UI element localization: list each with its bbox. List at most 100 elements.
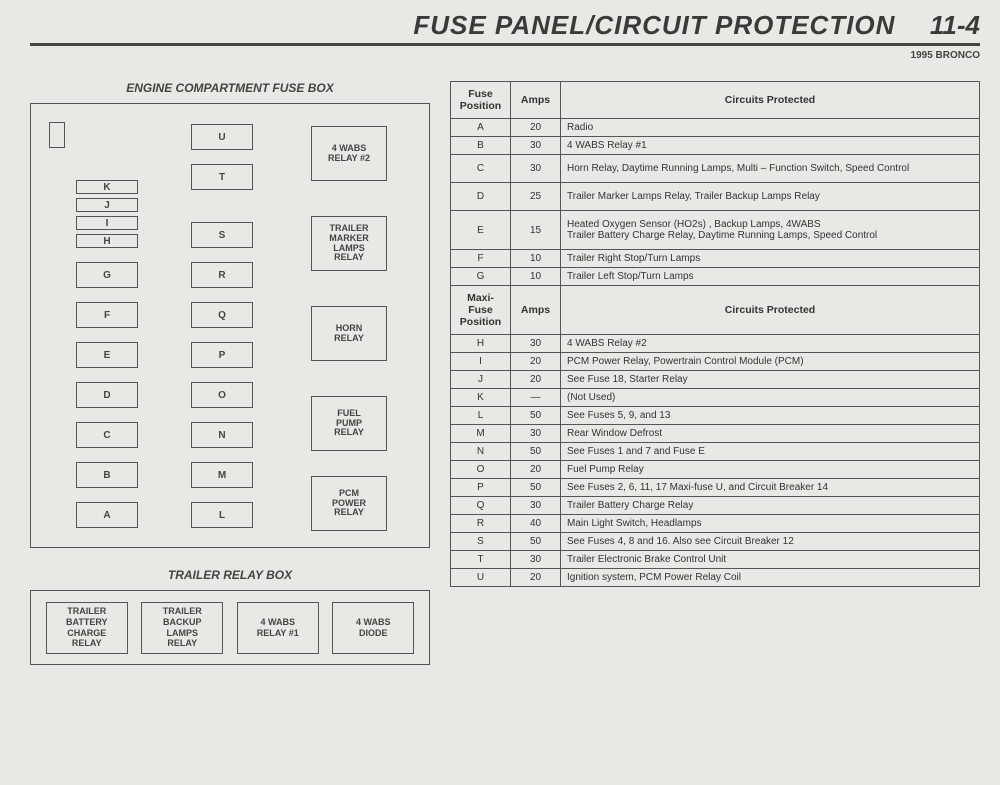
table-header-pos: Maxi-Fuse Position [451,286,511,335]
cell-circuits: 4 WABS Relay #1 [561,137,980,155]
page-title: FUSE PANEL/CIRCUIT PROTECTION [413,10,895,41]
cell-position: K [451,389,511,407]
table-row: K—(Not Used) [451,389,980,407]
cell-position: A [451,119,511,137]
table-row: N50See Fuses 1 and 7 and Fuse E [451,443,980,461]
table-row: E15Heated Oxygen Sensor (HO2s) , Backup … [451,211,980,250]
table-header-circ: Circuits Protected [561,286,980,335]
table-header-circ: Circuits Protected [561,82,980,119]
table-row: T30Trailer Electronic Brake Control Unit [451,551,980,569]
table-row: Q30Trailer Battery Charge Relay [451,497,980,515]
page-number: 11-4 [930,10,980,41]
table-row: I20PCM Power Relay, Powertrain Control M… [451,353,980,371]
left-column: ENGINE COMPARTMENT FUSE BOX KJIHGFEDCBAU… [30,81,430,665]
cell-position: J [451,371,511,389]
cell-circuits: 4 WABS Relay #2 [561,335,980,353]
cell-position: H [451,335,511,353]
relay-box: FUEL PUMP RELAY [311,396,387,451]
cell-amps: 20 [511,353,561,371]
fuse-S: S [191,222,253,248]
cell-position: B [451,137,511,155]
cell-position: R [451,515,511,533]
table-row: B304 WABS Relay #1 [451,137,980,155]
relay-box: PCM POWER RELAY [311,476,387,531]
fuse-J: J [76,198,138,212]
cell-circuits: Radio [561,119,980,137]
table-row: R40Main Light Switch, Headlamps [451,515,980,533]
table-row: U20Ignition system, PCM Power Relay Coil [451,569,980,587]
fuse-T: T [191,164,253,190]
fuse-P: P [191,342,253,368]
cell-circuits: Rear Window Defrost [561,425,980,443]
relay-box: 4 WABS RELAY #2 [311,126,387,181]
cell-circuits: Main Light Switch, Headlamps [561,515,980,533]
cell-position: L [451,407,511,425]
cell-circuits: Trailer Marker Lamps Relay, Trailer Back… [561,183,980,211]
cell-amps: 30 [511,155,561,183]
cell-amps: 50 [511,533,561,551]
trailer-relay-item: 4 WABS RELAY #1 [237,602,319,654]
cell-amps: 50 [511,479,561,497]
cell-circuits: Trailer Battery Charge Relay [561,497,980,515]
trailer-relay-box: TRAILER BATTERY CHARGE RELAYTRAILER BACK… [30,590,430,665]
cell-amps: 20 [511,119,561,137]
cell-circuits: See Fuse 18, Starter Relay [561,371,980,389]
cell-position: U [451,569,511,587]
cell-amps: 30 [511,137,561,155]
relay-box: TRAILER MARKER LAMPS RELAY [311,216,387,271]
cell-amps: 50 [511,407,561,425]
relay-box: HORN RELAY [311,306,387,361]
fusebox-title: ENGINE COMPARTMENT FUSE BOX [30,81,430,95]
cell-amps: 10 [511,250,561,268]
cell-position: F [451,250,511,268]
cell-amps: 30 [511,551,561,569]
fuse-M: M [191,462,253,488]
cell-position: G [451,268,511,286]
cell-amps: 30 [511,497,561,515]
vehicle-label: 1995 BRONCO [30,50,980,61]
cell-circuits: (Not Used) [561,389,980,407]
cell-position: N [451,443,511,461]
cell-position: T [451,551,511,569]
cell-circuits: Trailer Electronic Brake Control Unit [561,551,980,569]
table-row: M30Rear Window Defrost [451,425,980,443]
fuse-F: F [76,302,138,328]
cell-circuits: Fuel Pump Relay [561,461,980,479]
cell-position: E [451,211,511,250]
fuse-O: O [191,382,253,408]
fuse-U: U [191,124,253,150]
cell-amps: 20 [511,461,561,479]
cell-amps: 40 [511,515,561,533]
right-column: Fuse PositionAmpsCircuits ProtectedA20Ra… [450,81,980,665]
fuse-D: D [76,382,138,408]
cell-position: O [451,461,511,479]
fuse-tiny [49,122,65,148]
table-row: G10Trailer Left Stop/Turn Lamps [451,268,980,286]
cell-circuits: Heated Oxygen Sensor (HO2s) , Backup Lam… [561,211,980,250]
cell-circuits: See Fuses 1 and 7 and Fuse E [561,443,980,461]
fuse-H: H [76,234,138,248]
cell-position: M [451,425,511,443]
trailer-title: TRAILER RELAY BOX [30,568,430,582]
cell-circuits: Trailer Right Stop/Turn Lamps [561,250,980,268]
fuse-L: L [191,502,253,528]
table-header-row: Fuse PositionAmpsCircuits Protected [451,82,980,119]
cell-circuits: See Fuses 5, 9, and 13 [561,407,980,425]
trailer-relay-item: TRAILER BACKUP LAMPS RELAY [141,602,223,654]
cell-position: S [451,533,511,551]
cell-amps: 20 [511,371,561,389]
cell-amps: 50 [511,443,561,461]
fuse-C: C [76,422,138,448]
table-header-pos: Fuse Position [451,82,511,119]
fuse-R: R [191,262,253,288]
cell-amps: — [511,389,561,407]
cell-circuits: See Fuses 2, 6, 11, 17 Maxi-fuse U, and … [561,479,980,497]
fuse-K: K [76,180,138,194]
fuse-I: I [76,216,138,230]
table-header-row: Maxi-Fuse PositionAmpsCircuits Protected [451,286,980,335]
fuse-table: Fuse PositionAmpsCircuits ProtectedA20Ra… [450,81,980,587]
table-row: C30Horn Relay, Daytime Running Lamps, Mu… [451,155,980,183]
main-content: ENGINE COMPARTMENT FUSE BOX KJIHGFEDCBAU… [30,81,980,665]
cell-amps: 25 [511,183,561,211]
cell-position: P [451,479,511,497]
